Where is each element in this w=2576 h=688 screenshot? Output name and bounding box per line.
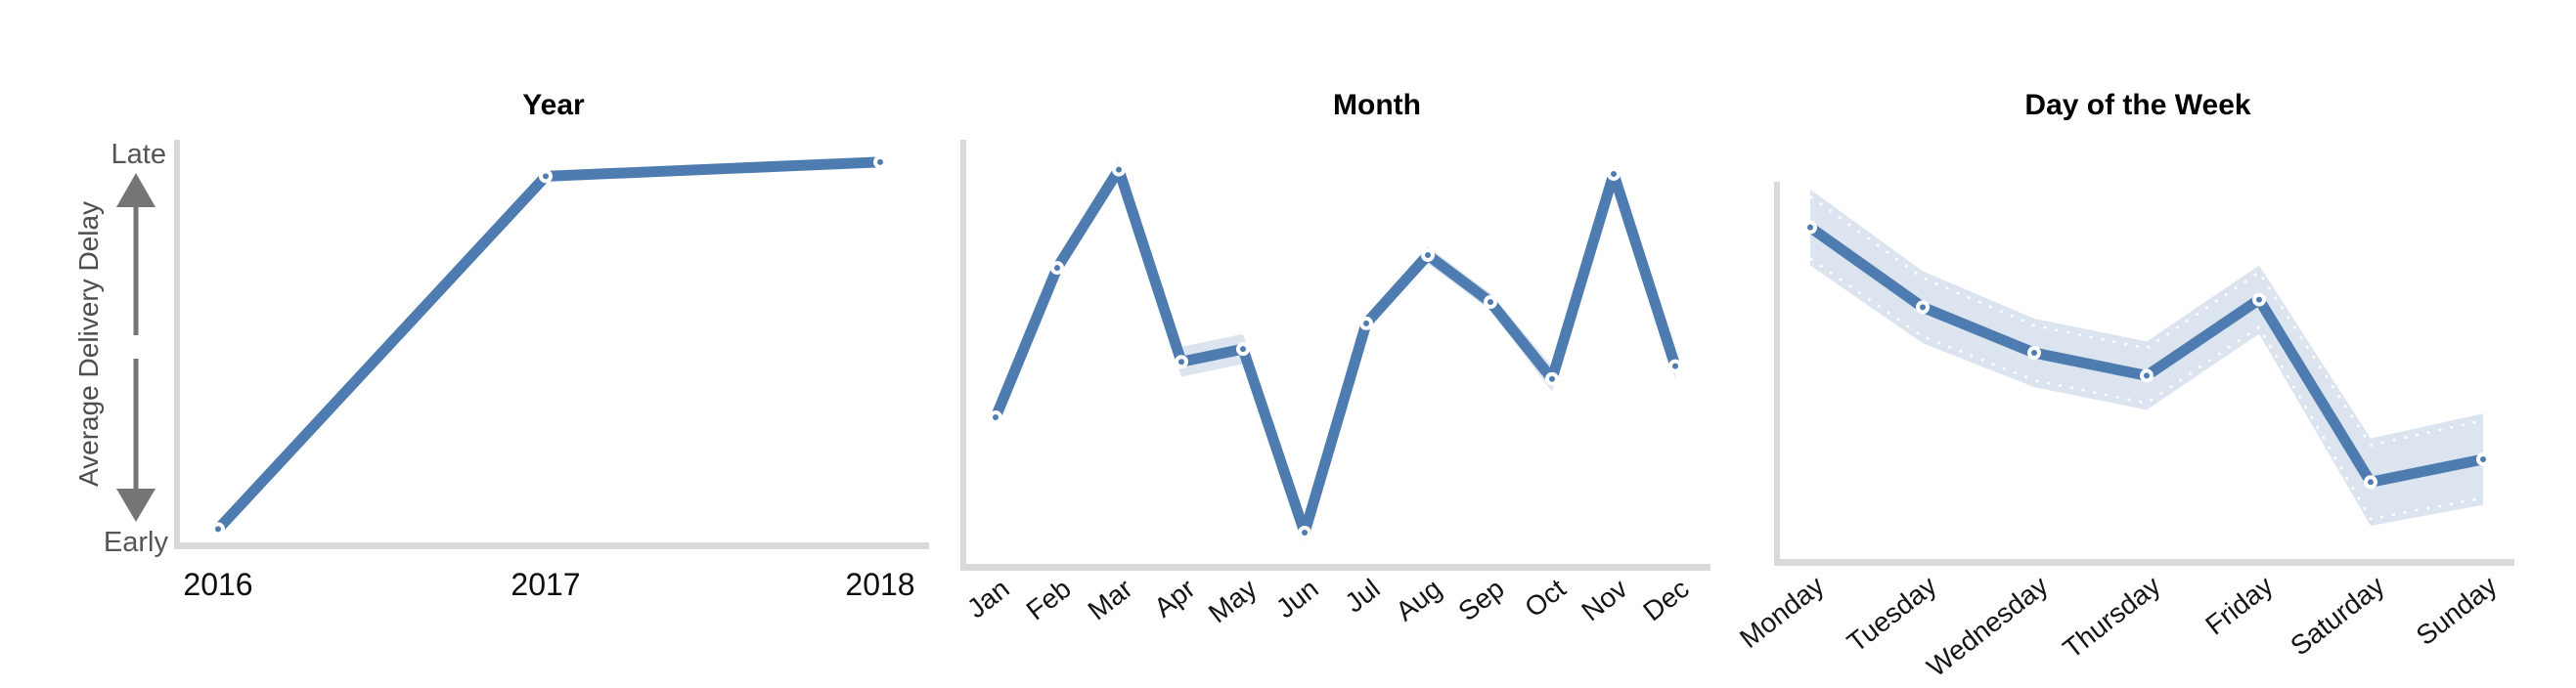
x-tick-label: Aug <box>1390 573 1446 626</box>
y-axis-spine <box>174 140 180 549</box>
data-point-marker <box>2031 350 2037 357</box>
x-tick-label: 2018 <box>845 567 914 602</box>
x-tick-label: Nov <box>1576 573 1632 626</box>
day-chart-title: Day of the Week <box>2024 89 2250 121</box>
y-axis-spine <box>960 140 966 571</box>
data-point-marker <box>1302 530 1308 537</box>
data-point-marker <box>543 173 549 180</box>
data-line <box>212 156 886 535</box>
data-point-marker <box>2368 479 2374 486</box>
x-tick-label: 2016 <box>183 567 252 602</box>
year-chart-title: Year <box>522 89 585 121</box>
x-tick-label: Sunday <box>2411 570 2503 651</box>
x-tick-label: May <box>1203 573 1263 628</box>
data-point-marker <box>993 414 999 421</box>
x-tick-label: Apr <box>1148 573 1200 623</box>
confidence-band <box>1810 189 2483 527</box>
confidence-band <box>996 160 1675 541</box>
year-chart: 2016 2017 2018 <box>174 140 929 602</box>
data-point-marker <box>2480 455 2486 462</box>
x-tick-label: Jun <box>1270 573 1324 624</box>
x-tick-label: Dec <box>1637 573 1694 626</box>
data-point-marker <box>1920 304 1926 311</box>
x-axis-spine <box>960 564 1710 571</box>
x-tick-label: 2017 <box>511 567 580 602</box>
x-tick-label: Feb <box>1021 573 1077 625</box>
data-point-marker <box>215 526 221 533</box>
x-tick-label: Oct <box>1519 573 1572 623</box>
data-point-marker <box>2144 372 2150 379</box>
data-point-marker <box>1488 299 1493 306</box>
x-tick-label: Wednesday <box>1921 570 2053 682</box>
x-tick-label: Friday <box>2199 570 2278 640</box>
data-point-marker <box>1549 375 1555 382</box>
data-point-marker <box>1425 251 1431 258</box>
data-point-marker <box>2256 296 2262 303</box>
x-tick-label: Tuesday <box>1842 570 1942 658</box>
arrow-up-icon <box>116 173 155 207</box>
arrow-down-icon <box>116 489 155 522</box>
x-axis-spine <box>174 542 929 549</box>
month-chart-title: Month <box>1333 89 1421 121</box>
data-point-marker <box>1054 265 1060 272</box>
x-tick-label: Jul <box>1339 573 1385 618</box>
y-axis-title: Average Delivery Delay <box>73 201 104 487</box>
data-point-marker <box>1672 363 1678 369</box>
x-tick-label: Sep <box>1452 573 1509 626</box>
y-axis-late-label: Late <box>111 139 166 170</box>
x-axis-spine <box>1774 559 2514 566</box>
month-chart: Jan Feb Mar Apr May Jun Jul Aug Sep Oct Nov Dec <box>960 140 1710 628</box>
data-line <box>990 164 1681 538</box>
y-axis-early-label: Early <box>104 527 169 558</box>
x-tick-label: Thursday <box>2058 570 2166 664</box>
data-point-marker <box>1116 166 1122 173</box>
band-upper-dashed-edge <box>1809 194 2484 448</box>
band-lower-dashed-edge <box>1809 257 2484 521</box>
arrow-shaft-upper <box>133 206 139 335</box>
arrow-shaft-lower <box>133 359 139 490</box>
y-axis-direction-arrow <box>116 173 155 522</box>
x-tick-label: Saturday <box>2285 570 2389 661</box>
data-point-marker <box>1807 224 1813 231</box>
x-tick-label: Monday <box>1734 570 1830 654</box>
data-point-marker <box>1363 320 1369 326</box>
data-point-marker <box>877 158 883 165</box>
y-axis-spine <box>1774 182 1780 566</box>
data-point-marker <box>1240 346 1246 353</box>
data-point-marker <box>1611 170 1617 177</box>
x-tick-label: Mar <box>1083 573 1138 625</box>
data-point-marker <box>1178 359 1184 366</box>
x-tick-label: Jan <box>961 573 1015 624</box>
confidence-band <box>218 157 880 533</box>
